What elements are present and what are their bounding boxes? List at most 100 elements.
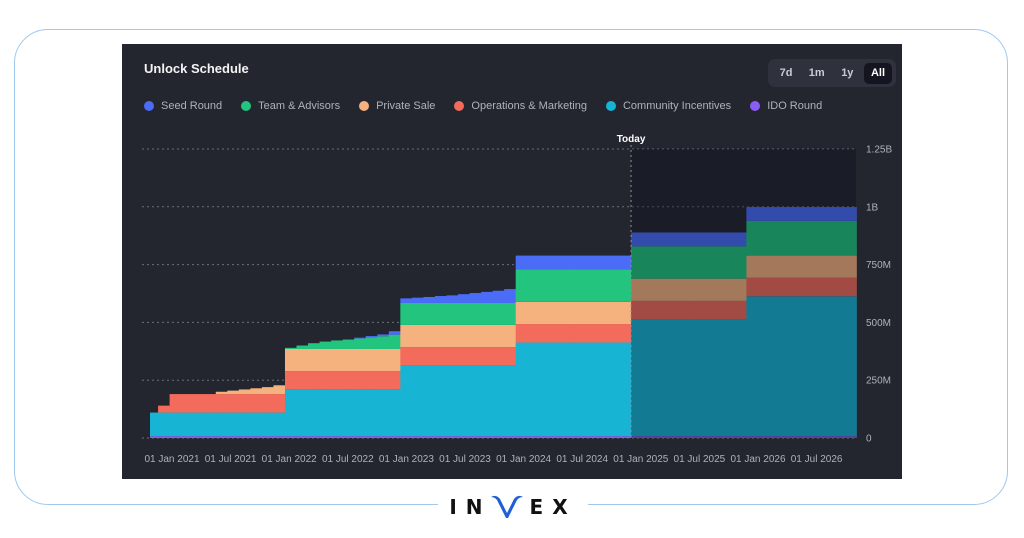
bar-seed-round-23 [446, 295, 459, 303]
bar-private-sale-19 [400, 324, 413, 348]
legend-item-operations-marketing[interactable]: Operations & Marketing [454, 100, 587, 112]
bar-ido-round-19 [400, 436, 413, 438]
bar-ido-round-5 [238, 436, 251, 438]
bar-ido-round-31 [631, 436, 690, 438]
bar-team-advisors-10 [296, 345, 309, 349]
today-label: Today [617, 134, 646, 145]
bar-team-advisors-19 [400, 302, 413, 325]
bar-seed-round-19 [400, 298, 413, 303]
bar-team-advisors-14 [342, 339, 355, 349]
bar-community-incentives-14 [342, 389, 355, 437]
bar-operations-marketing-32 [688, 300, 747, 320]
bar-ido-round-22 [434, 436, 447, 438]
bar-ido-round-30 [573, 436, 632, 438]
bar-seed-round-15 [354, 337, 367, 339]
bar-ido-round-25 [469, 436, 482, 438]
bar-community-incentives-24 [458, 365, 471, 437]
bar-seed-round-27 [492, 290, 505, 303]
bar-operations-marketing-10 [296, 371, 309, 390]
bar-seed-round-22 [434, 296, 447, 303]
x-tick-label-11: 01 Jul 2026 [791, 454, 843, 465]
bar-ido-round-21 [423, 436, 436, 438]
range-1m-button[interactable]: 1m [808, 67, 825, 79]
bar-operations-marketing-11 [308, 371, 321, 390]
time-range-selector: 7d 1m 1y All [768, 59, 896, 87]
legend-label-team-advisors: Team & Advisors [258, 100, 341, 112]
bar-community-incentives-29 [515, 342, 574, 437]
bar-seed-round-24 [458, 294, 471, 303]
bar-team-advisors-12 [319, 341, 332, 349]
legend-dot-ido-round [750, 101, 761, 111]
legend-item-private-sale[interactable]: Private Sale [359, 100, 435, 112]
bar-seed-round-33 [746, 207, 857, 221]
bar-ido-round-14 [342, 436, 355, 438]
legend-label-community-incentives: Community Incentives [622, 100, 732, 112]
bar-team-advisors-13 [331, 340, 344, 349]
bar-private-sale-23 [446, 324, 459, 348]
bar-operations-marketing-15 [354, 371, 367, 390]
range-1y-button[interactable]: 1y [841, 67, 854, 79]
bar-seed-round-30 [573, 255, 632, 270]
bar-community-incentives-15 [354, 389, 367, 437]
bar-operations-marketing-23 [446, 347, 459, 366]
bar-team-advisors-31 [631, 246, 690, 279]
logo-letters-ex: EX [529, 495, 577, 519]
legend-item-community-incentives[interactable]: Community Incentives [605, 100, 732, 112]
x-tick-label-9: 01 Jul 2025 [674, 454, 726, 465]
legend-label-operations-marketing: Operations & Marketing [471, 100, 587, 112]
chart-title: Unlock Schedule [144, 61, 249, 76]
bar-team-advisors-15 [354, 338, 367, 349]
invex-logo: IN EX [438, 492, 588, 522]
bar-team-advisors-9 [284, 347, 298, 349]
range-all-button[interactable]: All [863, 62, 892, 84]
bar-operations-marketing-28 [504, 347, 517, 366]
bar-ido-round-2 [169, 436, 217, 438]
bar-private-sale-30 [573, 301, 632, 325]
x-tick-label-6: 01 Jan 2024 [496, 454, 551, 465]
bar-community-incentives-16 [365, 389, 378, 437]
bar-community-incentives-4 [227, 412, 240, 437]
range-7d-button[interactable]: 7d [779, 67, 793, 79]
bar-seed-round-32 [688, 232, 747, 247]
bar-private-sale-32 [688, 278, 747, 301]
bar-operations-marketing-25 [469, 347, 482, 366]
bar-operations-marketing-20 [411, 347, 424, 366]
y-tick-label-2: 500M [866, 318, 891, 329]
bar-private-sale-5 [238, 389, 251, 395]
bar-private-sale-6 [250, 388, 263, 395]
bar-ido-round-27 [492, 436, 505, 438]
bar-team-advisors-22 [434, 302, 447, 325]
bar-private-sale-26 [481, 324, 494, 348]
bar-ido-round-15 [354, 436, 367, 438]
bar-community-incentives-11 [308, 389, 321, 437]
x-tick-label-0: 01 Jan 2021 [144, 454, 199, 465]
legend-item-seed-round[interactable]: Seed Round [144, 100, 222, 112]
bar-operations-marketing-7 [261, 394, 274, 413]
bar-private-sale-25 [469, 324, 482, 348]
bar-ido-round-1 [158, 436, 171, 438]
bar-private-sale-8 [273, 385, 286, 395]
bar-team-advisors-24 [458, 302, 471, 325]
bar-operations-marketing-24 [458, 347, 471, 366]
bar-team-advisors-20 [411, 302, 424, 325]
legend-dot-seed-round [144, 101, 154, 111]
bar-private-sale-28 [504, 324, 517, 348]
unlock-schedule-panel: Unlock Schedule 7d 1m 1y All Seed Round … [122, 44, 902, 479]
bar-community-incentives-9 [284, 389, 298, 437]
bar-community-incentives-8 [273, 412, 286, 437]
bar-operations-marketing-17 [377, 371, 390, 390]
logo-letters-in: IN [449, 495, 492, 519]
bar-seed-round-29 [515, 255, 574, 270]
bar-ido-round-20 [411, 436, 424, 438]
legend-item-ido-round[interactable]: IDO Round [750, 100, 822, 112]
bar-team-advisors-17 [377, 336, 390, 349]
bar-seed-round-20 [411, 297, 424, 303]
legend-item-team-advisors[interactable]: Team & Advisors [241, 100, 340, 112]
bar-ido-round-16 [365, 436, 378, 438]
bar-ido-round-6 [250, 436, 263, 438]
bar-ido-round-18 [388, 436, 401, 438]
bar-private-sale-14 [342, 348, 355, 372]
bar-team-advisors-18 [388, 334, 401, 349]
logo-wordmark: IN EX [449, 494, 576, 520]
bar-ido-round-32 [688, 436, 747, 438]
